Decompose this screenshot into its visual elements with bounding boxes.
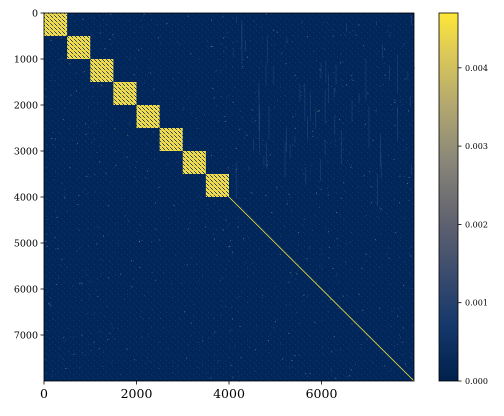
diagonal-blocks bbox=[44, 13, 229, 197]
heatmap-plot-area bbox=[43, 12, 415, 382]
y-tick-label-2000: 2000 bbox=[14, 101, 38, 112]
y-tick-label-4000: 4000 bbox=[14, 193, 38, 204]
y-tick-label-6000: 6000 bbox=[14, 285, 38, 296]
diagonal-block-8 bbox=[205, 174, 229, 197]
colorbar-tick-label-0: 0.000 bbox=[465, 377, 488, 386]
colorbar-tick-label-1: 0.001 bbox=[465, 299, 488, 308]
diagonal-block-7 bbox=[182, 151, 206, 174]
x-tick-label-2000: 2000 bbox=[121, 386, 153, 401]
x-tick-label-6000: 6000 bbox=[306, 386, 338, 401]
diagonal-block-1 bbox=[44, 13, 68, 36]
x-axis: 0 2000 4000 6000 bbox=[40, 381, 337, 401]
y-axis: 0 1000 2000 3000 4000 5000 6000 7000 bbox=[14, 9, 44, 342]
y-tick-label-3000: 3000 bbox=[14, 147, 38, 158]
colorbar-tick-label-3: 0.003 bbox=[465, 142, 488, 151]
diagonal-block-5 bbox=[136, 105, 160, 128]
diagonal-block-3 bbox=[90, 59, 114, 82]
diagonal-block-4 bbox=[113, 82, 137, 105]
x-tick-label-0: 0 bbox=[40, 386, 48, 401]
y-tick-label-5000: 5000 bbox=[14, 239, 38, 250]
y-tick-label-1000: 1000 bbox=[14, 55, 38, 66]
x-tick-label-4000: 4000 bbox=[213, 386, 245, 401]
colorbar-tick-label-2: 0.002 bbox=[465, 220, 488, 229]
colorbar: 0.000 0.001 0.002 0.003 0.004 bbox=[438, 12, 488, 386]
y-tick-label-7000: 7000 bbox=[14, 331, 38, 342]
diagonal-block-2 bbox=[67, 36, 91, 59]
heatmap-streaks bbox=[233, 14, 412, 207]
diagonal-line bbox=[228, 196, 415, 382]
colorbar-gradient bbox=[438, 12, 459, 382]
diagonal-block-6 bbox=[159, 128, 183, 151]
y-tick-label-0: 0 bbox=[32, 9, 38, 20]
colorbar-tick-label-4: 0.004 bbox=[465, 64, 488, 73]
